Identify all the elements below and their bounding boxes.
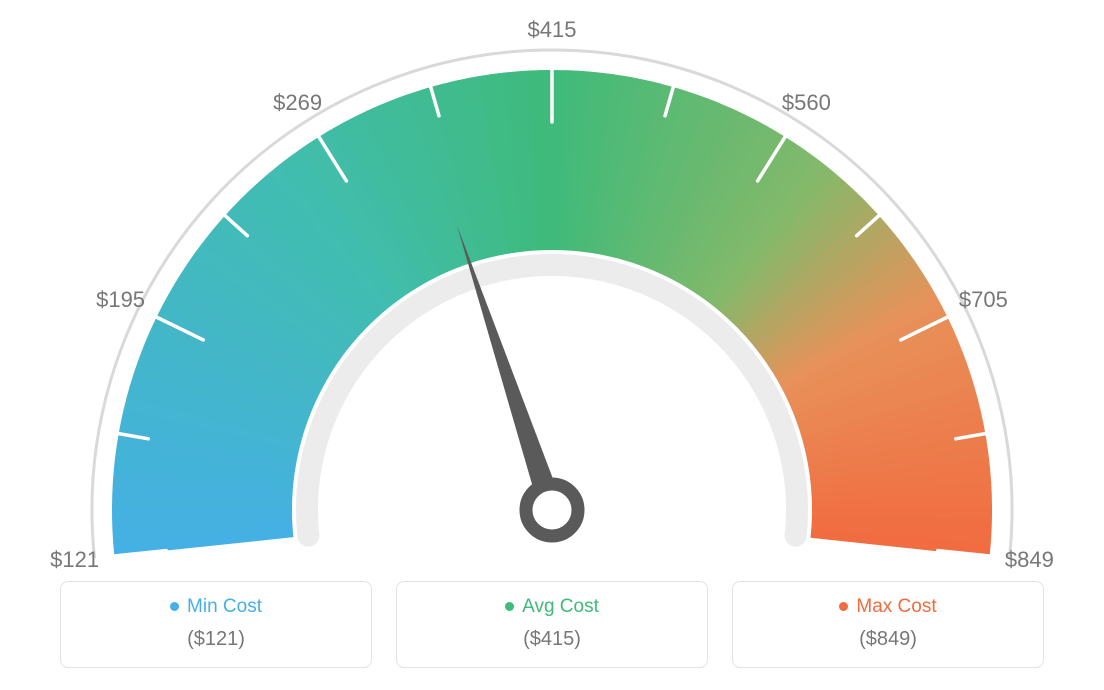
legend-dot-icon [505, 602, 514, 611]
legend-card: Max Cost ($849) [732, 581, 1044, 668]
gauge-hub [526, 484, 578, 536]
gauge-tick-label: $269 [273, 90, 322, 116]
legend-card-value: ($849) [741, 628, 1035, 651]
legend-card-title-text: Avg Cost [522, 596, 599, 617]
legend-dot-icon [170, 602, 179, 611]
gauge-tick-label: $849 [1005, 547, 1054, 573]
legend-card-title-text: Max Cost [856, 596, 936, 617]
legend-card-title: Max Cost [741, 596, 1035, 618]
gauge-tick-label: $195 [96, 287, 145, 313]
gauge: $121$195$269$415$560$705$849 [0, 0, 1104, 560]
legend-card-title: Avg Cost [405, 596, 699, 618]
legend-card-value: ($415) [405, 628, 699, 651]
legend-card: Avg Cost ($415) [396, 581, 708, 668]
gauge-tick-label: $560 [782, 90, 831, 116]
legend: Min Cost ($121) Avg Cost ($415) Max Cost ($84… [60, 581, 1044, 668]
legend-card-title-text: Min Cost [187, 596, 262, 617]
gauge-tick-label: $121 [50, 547, 99, 573]
legend-card: Min Cost ($121) [60, 581, 372, 668]
gauge-tick-label: $415 [528, 17, 577, 43]
legend-card-value: ($121) [69, 628, 363, 651]
gauge-tick-label: $705 [959, 287, 1008, 313]
chart-wrap: $121 $195 $269 $415 $560 $705 $849 Min Cost ($1… [0, 0, 1104, 690]
legend-dot-icon [839, 602, 848, 611]
gauge-svg [0, 0, 1104, 560]
legend-card-title: Min Cost [69, 596, 363, 618]
